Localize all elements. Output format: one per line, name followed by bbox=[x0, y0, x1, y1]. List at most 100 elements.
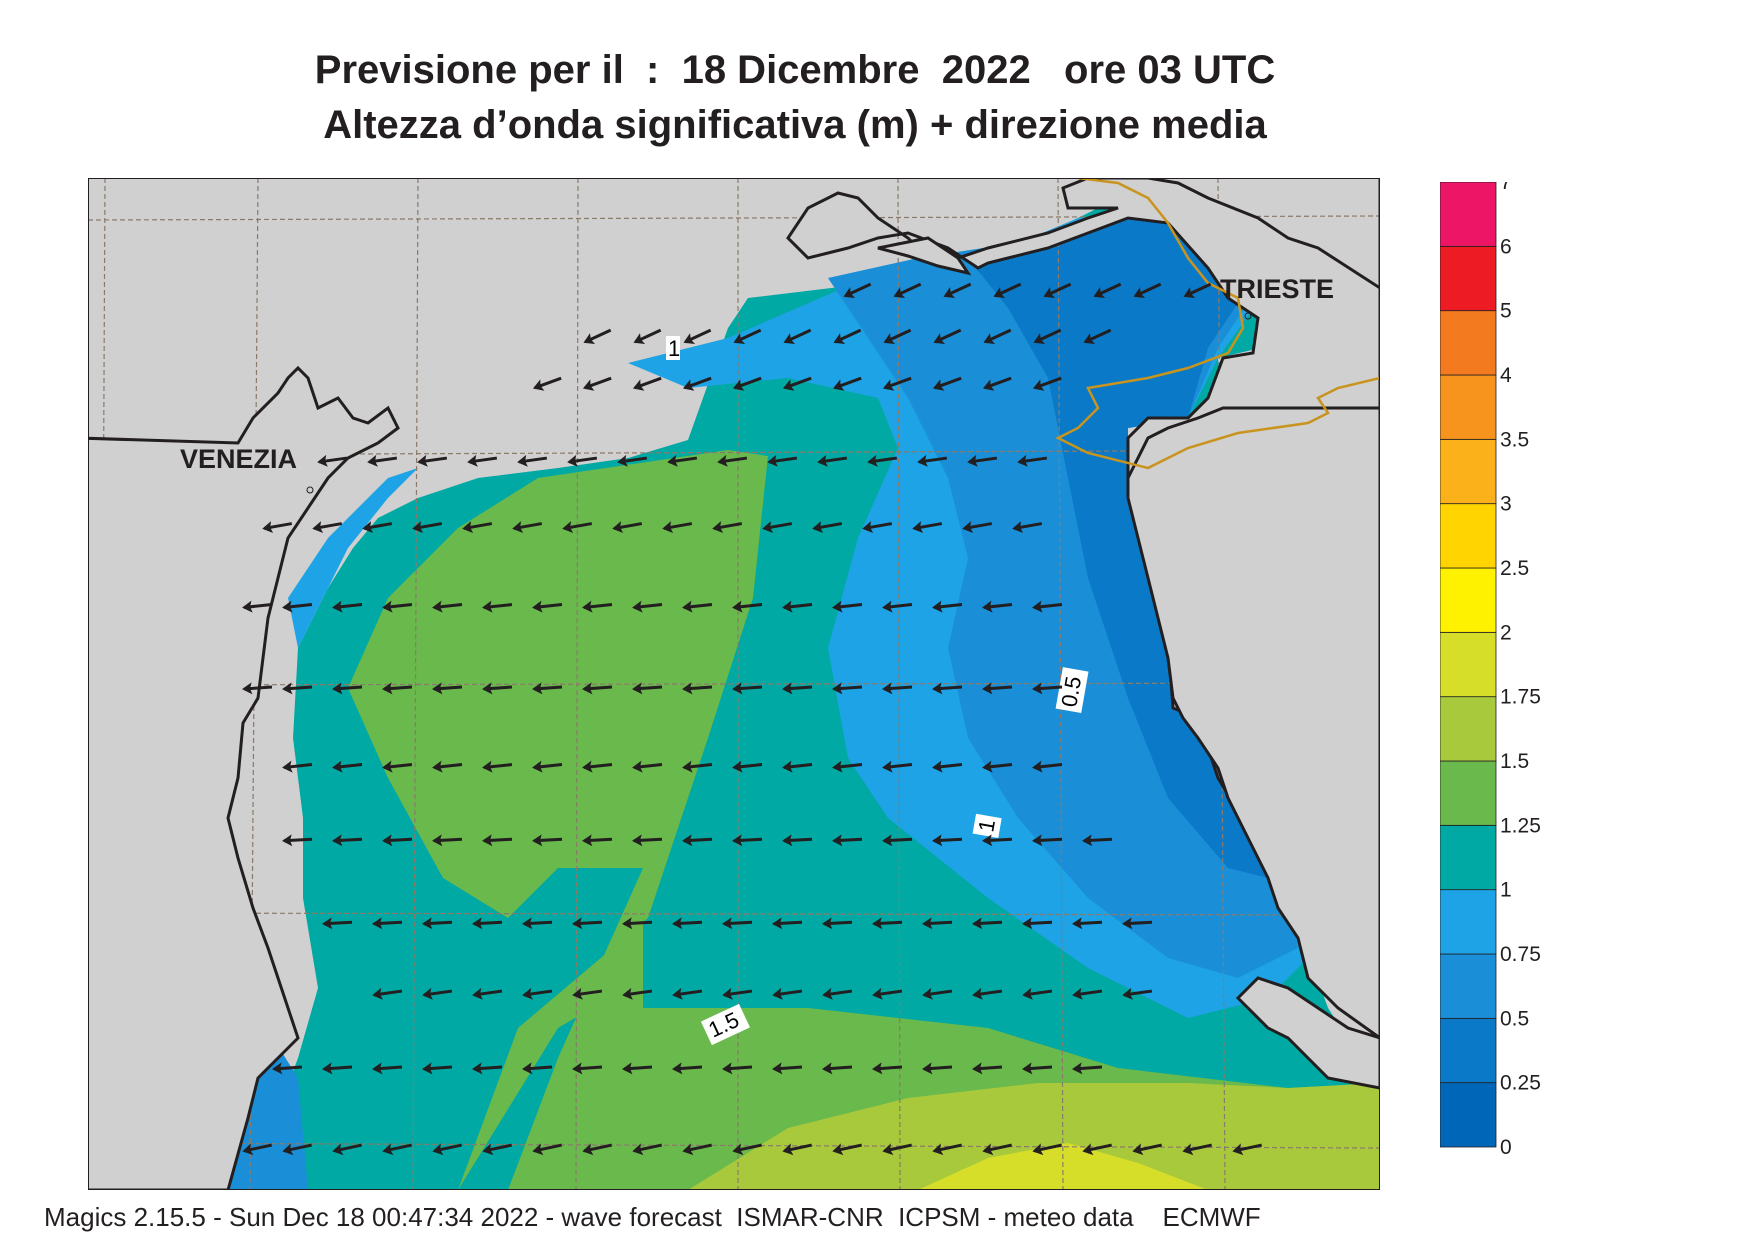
wave-arrow bbox=[412, 521, 443, 533]
wave-arrow bbox=[682, 834, 713, 847]
legend-swatch bbox=[1440, 953, 1497, 1019]
wave-arrow bbox=[822, 1062, 853, 1075]
wave-arrow bbox=[1132, 1143, 1163, 1156]
wave-arrow bbox=[782, 600, 813, 613]
wave-arrow bbox=[922, 917, 953, 930]
wave-arrow bbox=[462, 521, 493, 533]
wave-arrow bbox=[782, 834, 813, 847]
wave-arrow bbox=[832, 760, 863, 773]
wave-arrow bbox=[372, 987, 403, 1000]
wave-arrow bbox=[882, 682, 913, 695]
wave-arrow bbox=[982, 376, 1012, 391]
wave-arrow bbox=[572, 917, 603, 930]
wave-arrow bbox=[1183, 282, 1212, 298]
legend-swatch bbox=[1440, 567, 1497, 633]
wave-arrow bbox=[632, 1143, 663, 1156]
wave-arrow bbox=[767, 454, 798, 467]
legend-label: 1.25 bbox=[1500, 814, 1541, 837]
wave-arrow bbox=[482, 834, 513, 847]
wave-height-map: 1 0.5 1 1.5 VENEZIA TRIESTE bbox=[88, 178, 1380, 1190]
wave-arrow bbox=[522, 917, 553, 930]
wave-arrow bbox=[1072, 917, 1103, 930]
wave-arrow bbox=[983, 328, 1012, 344]
wave-arrow bbox=[672, 1062, 703, 1075]
wave-arrow bbox=[872, 987, 903, 1000]
wave-arrow bbox=[382, 834, 413, 847]
legend-swatch bbox=[1440, 374, 1497, 440]
wave-arrow bbox=[672, 987, 703, 1000]
wave-arrow bbox=[432, 1143, 463, 1156]
city-label-trieste: TRIESTE bbox=[1220, 274, 1334, 304]
wave-arrow bbox=[982, 834, 1013, 847]
wave-arrow bbox=[242, 682, 273, 695]
wave-arrow bbox=[562, 521, 593, 533]
wave-arrow bbox=[722, 987, 753, 1000]
wave-arrow bbox=[762, 521, 793, 533]
wave-arrow bbox=[1072, 987, 1103, 1000]
wave-arrow bbox=[993, 282, 1022, 298]
wave-arrow bbox=[1232, 1143, 1263, 1156]
wave-arrow bbox=[1032, 376, 1062, 391]
wave-arrow bbox=[1043, 282, 1072, 298]
wave-arrow bbox=[1072, 1062, 1103, 1075]
map-frame bbox=[88, 178, 1380, 1190]
wave-arrow bbox=[582, 682, 613, 695]
wave-arrow bbox=[967, 454, 998, 467]
wave-arrow bbox=[1122, 987, 1153, 1000]
city-marker-venezia bbox=[306, 486, 314, 494]
wave-arrow bbox=[467, 454, 498, 467]
wave-arrow bbox=[612, 521, 643, 533]
wave-arrow bbox=[862, 521, 893, 533]
wave-arrow bbox=[422, 917, 453, 930]
wave-arrow bbox=[832, 682, 863, 695]
legend-swatch bbox=[1440, 245, 1497, 312]
wave-arrow bbox=[1082, 1143, 1113, 1156]
wave-arrow bbox=[332, 760, 363, 773]
wave-arrow bbox=[417, 454, 448, 467]
wave-arrow bbox=[833, 328, 862, 344]
legend-label: 4 bbox=[1500, 364, 1512, 387]
legend-swatch bbox=[1440, 889, 1497, 955]
wave-arrow bbox=[583, 328, 612, 344]
land-masses bbox=[88, 178, 1380, 1190]
wave-arrow bbox=[472, 987, 503, 1000]
contour-band-1.5 bbox=[688, 1083, 1380, 1190]
wave-arrow bbox=[772, 917, 803, 930]
legend-swatch bbox=[1440, 760, 1497, 826]
wave-arrow bbox=[667, 454, 698, 467]
wave-arrow bbox=[582, 760, 613, 773]
legend-label: 0.5 bbox=[1500, 1007, 1529, 1030]
wave-arrow bbox=[242, 600, 273, 613]
wave-arrow bbox=[532, 834, 563, 847]
legend-swatch bbox=[1440, 438, 1497, 505]
wave-arrow bbox=[622, 1062, 653, 1075]
wave-arrow bbox=[783, 328, 812, 344]
wave-arrow bbox=[782, 1143, 813, 1156]
wave-arrow bbox=[282, 682, 313, 695]
wave-arrow bbox=[682, 760, 713, 773]
wave-arrow bbox=[782, 760, 813, 773]
wave-arrow bbox=[922, 987, 953, 1000]
wave-arrow bbox=[943, 282, 972, 298]
wave-arrow bbox=[382, 600, 413, 613]
wave-arrow bbox=[582, 600, 613, 613]
wave-arrow bbox=[683, 328, 712, 344]
wave-arrow bbox=[882, 834, 913, 847]
wave-arrow bbox=[932, 682, 963, 695]
wave-arrow bbox=[822, 917, 853, 930]
wave-arrow bbox=[1033, 328, 1062, 344]
wave-arrow bbox=[972, 1062, 1003, 1075]
wave-arrow bbox=[812, 521, 843, 533]
wave-arrow bbox=[532, 760, 563, 773]
wave-arrow bbox=[472, 1062, 503, 1075]
wave-arrow bbox=[782, 376, 812, 391]
wave-arrow bbox=[682, 1143, 713, 1156]
wave-arrow bbox=[632, 834, 663, 847]
legend-label: 2 bbox=[1500, 621, 1512, 644]
color-scale-legend: 0 0.25 0.5 0.75 1 1.25 1.5 1.75 2 2.5 3 3.5 4 5 6 7 bbox=[1440, 182, 1541, 1159]
wave-arrow bbox=[672, 917, 703, 930]
wave-arrow bbox=[622, 917, 653, 930]
wave-arrow bbox=[912, 521, 943, 533]
wave-arrow bbox=[682, 600, 713, 613]
wave-arrow bbox=[1083, 328, 1112, 344]
